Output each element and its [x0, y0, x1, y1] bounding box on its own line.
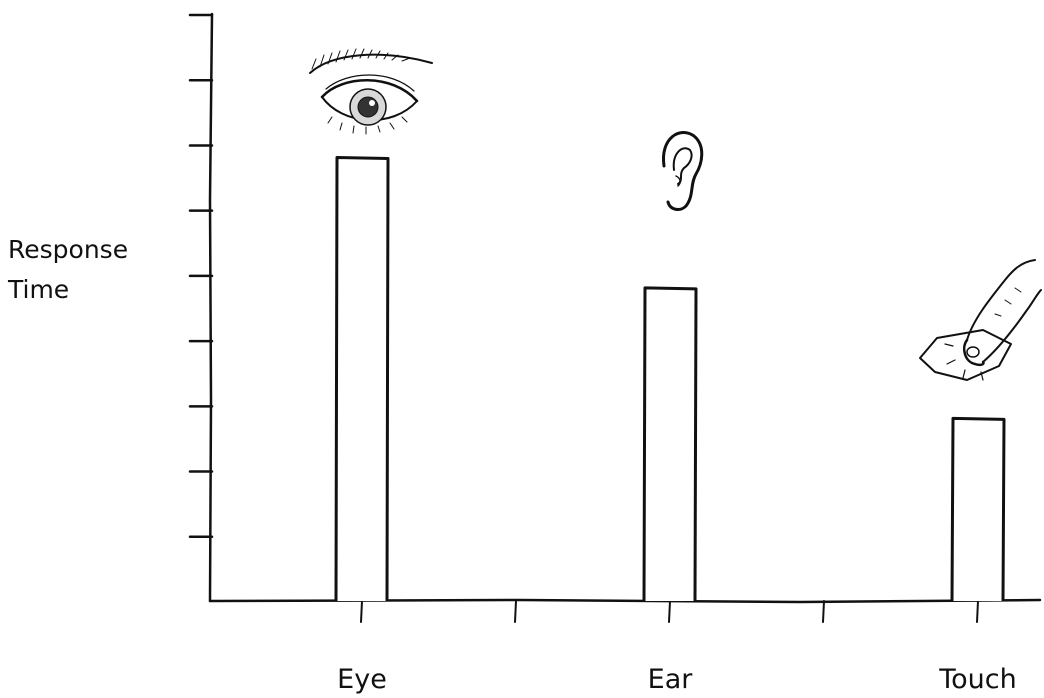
x-axis-ticks [360, 600, 979, 623]
eye-icon [309, 48, 433, 135]
y-axis-line [208, 12, 214, 603]
category-label-eye: Eye [337, 664, 387, 695]
bars [334, 155, 1006, 602]
x-tick [822, 600, 825, 623]
category-label-ear: Ear [648, 664, 694, 695]
x-axis-line [208, 598, 1042, 604]
x-tick [360, 600, 363, 623]
y-axis-label-line-1: Response [8, 235, 128, 264]
ear-icon [662, 131, 704, 211]
finger-touch-icon [919, 259, 1042, 381]
x-tick [976, 600, 979, 623]
bar-eye [334, 155, 390, 602]
category-label-touch: Touch [938, 664, 1017, 695]
x-tick [668, 600, 671, 623]
x-tick [514, 600, 517, 623]
bar-ear [642, 286, 698, 602]
category-labels: Eye Ear Touch [337, 664, 1017, 695]
y-axis-label-line-2: Time [7, 275, 69, 304]
y-axis-ticks [188, 13, 214, 539]
bar-touch [950, 416, 1006, 602]
